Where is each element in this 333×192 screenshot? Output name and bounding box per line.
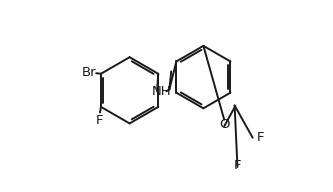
Text: O: O <box>219 118 229 131</box>
Text: Br: Br <box>82 66 96 79</box>
Text: NH: NH <box>152 85 171 98</box>
Text: F: F <box>234 159 241 172</box>
Text: F: F <box>256 131 264 144</box>
Text: F: F <box>95 113 103 127</box>
